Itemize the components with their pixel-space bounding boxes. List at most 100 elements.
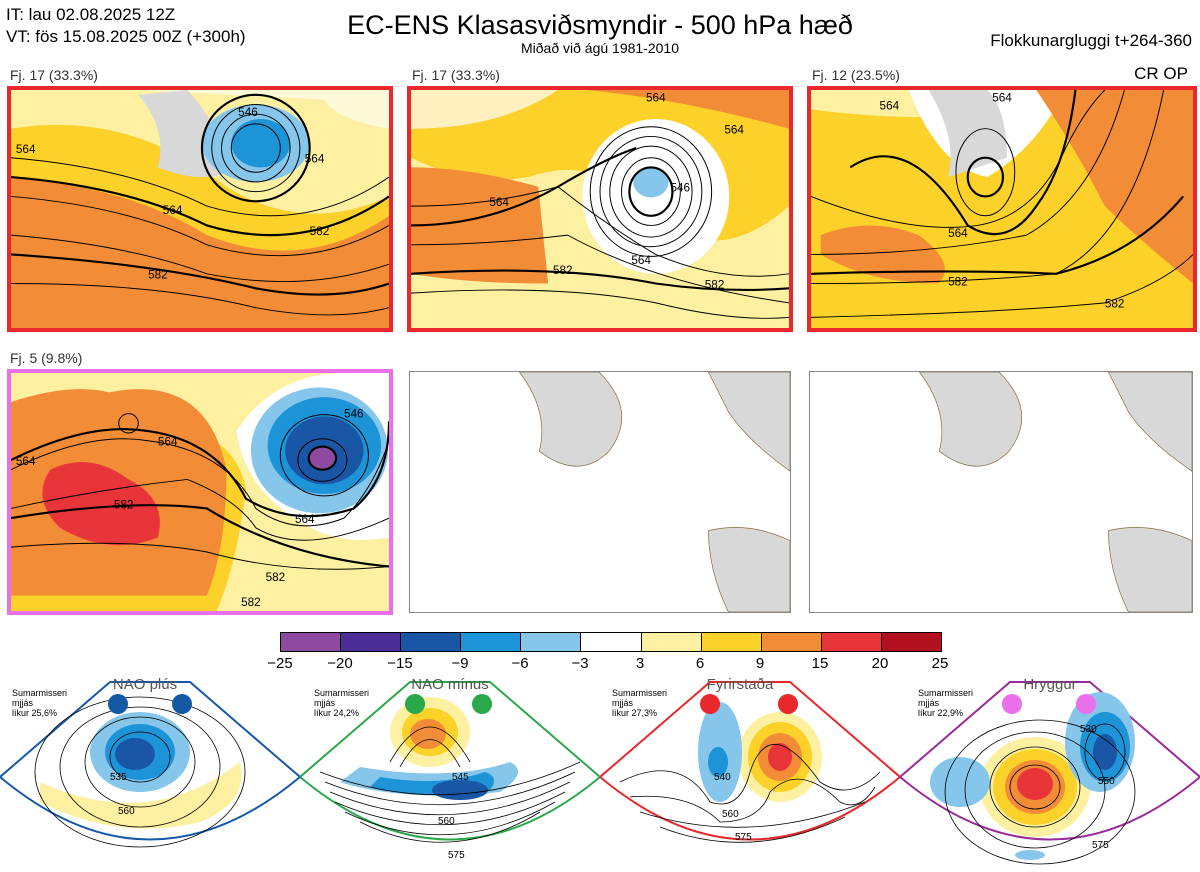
- page-subtitle: Miðað við ágú 1981-2010: [520, 40, 679, 56]
- regime-contour-label: 560: [438, 816, 455, 827]
- regime-note: Sumarmisseri mjjás líkur 24,2%: [314, 688, 369, 718]
- regime-title: NAO plús: [112, 676, 178, 693]
- cluster-1-map[interactable]: 546 564 564 564 582 582: [7, 86, 393, 332]
- regime-ridge-map: 530 550 575: [900, 681, 1200, 865]
- colorbar-swatch: [761, 633, 822, 651]
- regime-note-line: mjjás: [612, 698, 634, 708]
- regime-contour-label: 560: [118, 806, 135, 817]
- cluster-2-contour-label: 564: [489, 196, 509, 209]
- cluster-2-contour-label: 564: [724, 124, 744, 137]
- cluster-3-map[interactable]: 564 564 564 582 582: [807, 86, 1197, 332]
- colorbar-swatch: [461, 633, 522, 651]
- regime-contour-label: 575: [735, 832, 752, 843]
- regime-title: Fyrirstaða: [706, 676, 774, 693]
- cluster-1-label: Fj. 17 (33.3%): [10, 67, 98, 83]
- colorbar-swatch: [401, 633, 462, 651]
- colorbar-swatch: [281, 633, 342, 651]
- regime-contour-label: 560: [722, 809, 739, 820]
- cluster-4-map[interactable]: 546 564 564 564 582 582 582: [7, 369, 393, 615]
- regime-contour-label: 545: [452, 772, 469, 783]
- colorbar-tick: 9: [755, 655, 765, 672]
- regime-note-line: líkur 27,3%: [612, 708, 658, 718]
- regime-note-line: líkur 25,6%: [12, 708, 58, 718]
- colorbar-tick: −15: [387, 655, 413, 672]
- analysis-time: IT: lau 02.08.2025 12Z: [6, 5, 176, 24]
- colorbar-tick: −9: [451, 655, 469, 672]
- empty-map-5: [409, 371, 791, 613]
- colorbar-swatch: [641, 633, 702, 651]
- colorbar-tick: 3: [635, 655, 645, 672]
- regime-nao-minus[interactable]: 545 560 575 NAO mínus Sumarmisseri mjjás…: [300, 672, 600, 872]
- cluster-1-chart: 546 564 564 564 582 582: [11, 90, 389, 328]
- page-title: EC-ENS Klasasviðsmyndir - 500 hPa hæð: [347, 10, 853, 40]
- init-time-label: IT: lau 02.08.2025 12Z VT: fös 15.08.202…: [6, 4, 246, 48]
- cluster-1-contour-label: 582: [310, 225, 330, 238]
- colorbar-swatch: [701, 633, 762, 651]
- colorbar-tick: 15: [811, 655, 829, 672]
- cluster-2-contour-label: 582: [705, 278, 725, 291]
- cluster-4-contour-label: 582: [241, 596, 261, 609]
- cluster-1-contour-label: 582: [148, 269, 168, 282]
- cluster-3-label: Fj. 12 (23.5%): [812, 67, 900, 83]
- cluster-2-contour-label: 582: [553, 264, 573, 277]
- cluster-4-contour-label: 564: [16, 455, 36, 468]
- regime-note: Sumarmisseri mjjás líkur 27,3%: [612, 688, 667, 718]
- colorbar-swatch: [521, 633, 582, 651]
- colorbar-tick: 20: [871, 655, 889, 672]
- colorbar: [280, 632, 942, 652]
- regime-note-line: Sumarmisseri: [612, 688, 668, 698]
- regime-note: Sumarmisseri mjjás líkur 22,9%: [918, 688, 973, 718]
- regime-contour-label: 530: [1080, 724, 1097, 735]
- regime-nao-plus-map: 535 560: [0, 681, 300, 848]
- regime-nao-minus-map: 545 560 575: [300, 681, 600, 861]
- regime-nao-plus[interactable]: 535 560 NAO plús Sumarmisseri mjjás líku…: [0, 672, 300, 872]
- cluster-4-contour-label: 582: [266, 571, 286, 584]
- cluster-3-contour-label: 564: [948, 227, 968, 240]
- regime-note-line: líkur 22,9%: [918, 708, 964, 718]
- cluster-4-label: Fj. 5 (9.8%): [10, 350, 83, 366]
- cr-op-label: CR OP: [1134, 64, 1188, 83]
- regime-note-line: mjjás: [314, 698, 336, 708]
- cluster-2-label: Fj. 17 (33.3%): [412, 67, 500, 83]
- cluster-1-contour-label: 564: [16, 143, 36, 156]
- regime-title: NAO mínus: [411, 676, 489, 693]
- cluster-2-contour-label: 564: [646, 92, 666, 105]
- regime-contour-label: 535: [110, 772, 127, 783]
- regime-note-line: Sumarmisseri: [12, 688, 68, 698]
- regime-contour-label: 540: [714, 772, 731, 783]
- cluster-4-contour-label: 582: [114, 499, 134, 512]
- cluster-4-chart: 546 564 564 564 582 582 582: [11, 373, 389, 611]
- regime-note: Sumarmisseri mjjás líkur 25,6%: [12, 688, 67, 718]
- cluster-2-contour-label: 564: [631, 254, 651, 267]
- colorbar-swatch: [341, 633, 402, 651]
- colorbar-tick: −6: [511, 655, 529, 672]
- cluster-1-contour-label: 546: [238, 106, 258, 119]
- colorbar-tick: 25: [931, 655, 949, 672]
- colorbar-swatch: [581, 633, 642, 651]
- regime-contour-label: 575: [448, 850, 465, 861]
- cluster-1-contour-label: 564: [163, 204, 183, 217]
- empty-map-6: [809, 371, 1193, 613]
- cluster-2-map[interactable]: 564 564 546 564 564 582 582: [407, 86, 793, 332]
- cluster-3-chart: 564 564 564 582 582: [811, 90, 1193, 328]
- land-outline: [518, 372, 790, 612]
- cluster-3-contour-label: 582: [1105, 298, 1125, 311]
- colorbar-tick: 6: [695, 655, 705, 672]
- regime-blocking[interactable]: 540 560 575 Fyrirstaða Sumarmisseri mjjá…: [600, 672, 900, 872]
- colorbar-swatch: [821, 633, 882, 651]
- cluster-4-contour-label: 564: [158, 436, 178, 449]
- cluster-3-contour-label: 564: [992, 92, 1012, 105]
- colorbar-tick: −3: [571, 655, 589, 672]
- colorbar-tick: −25: [267, 655, 293, 672]
- regime-ridge[interactable]: 530 550 575 Hryggur Sumarmisseri mjjás l…: [900, 672, 1200, 872]
- regime-note-line: Sumarmisseri: [314, 688, 370, 698]
- regime-note-line: mjjás: [12, 698, 34, 708]
- land-outline: [918, 372, 1192, 612]
- cluster-2-contour-label: 546: [671, 182, 691, 195]
- regime-contour-label: 550: [1098, 776, 1115, 787]
- clustering-window: Flokkunargluggi t+264-360: [990, 31, 1192, 50]
- regime-blocking-map: 540 560 575: [600, 681, 900, 843]
- cluster-1-contour-label: 564: [305, 153, 325, 166]
- valid-time: VT: fös 15.08.2025 00Z (+300h): [6, 27, 246, 46]
- colorbar-tick: −20: [327, 655, 353, 672]
